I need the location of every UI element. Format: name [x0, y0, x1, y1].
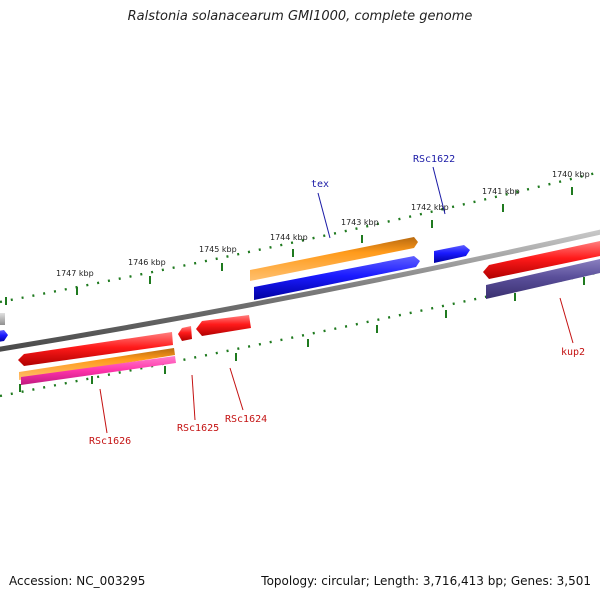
- gene-label-rsc1624[interactable]: RSc1624: [225, 414, 267, 425]
- accession-label: Accession:: [9, 574, 73, 588]
- kbp-label-1742: 1742 kbp: [411, 203, 449, 212]
- gene-tex-orange[interactable]: [250, 237, 418, 281]
- topology-value: circular: [321, 574, 366, 588]
- gene-label-rsc1622[interactable]: RSc1622: [413, 154, 455, 165]
- gene-red-right[interactable]: [483, 241, 600, 279]
- gene-label-rsc1626[interactable]: RSc1626: [89, 436, 131, 447]
- upper-major-ticks: [5, 187, 573, 305]
- leader-rsc1626: [99, 388, 108, 434]
- kbp-label-1741: 1741 kbp: [482, 187, 520, 196]
- map-title: Ralstonia solanacearum GMI1000, complete…: [127, 9, 473, 24]
- gene-left-gray-fragment[interactable]: [0, 313, 5, 325]
- kbp-label-1747: 1747 kbp: [56, 269, 94, 278]
- genes-label: Genes:: [510, 574, 553, 588]
- kbp-label-1746: 1746 kbp: [128, 258, 166, 267]
- leader-tex: [317, 192, 331, 239]
- gene-left-blue-fragment[interactable]: [0, 330, 8, 342]
- leader-rsc1625: [191, 374, 196, 421]
- leader-rsc1622: [432, 166, 446, 215]
- leader-rsc1624: [229, 367, 244, 411]
- genes-value: 3,501: [556, 574, 591, 588]
- gene-rsc1624-red[interactable]: [196, 315, 251, 336]
- kbp-label-1743: 1743 kbp: [341, 218, 379, 227]
- genome-backbone: [0, 229, 600, 352]
- gene-rsc1622-blue[interactable]: [434, 245, 470, 263]
- gene-label-kup2[interactable]: kup2: [561, 347, 585, 358]
- gene-label-rsc1625[interactable]: RSc1625: [177, 423, 219, 434]
- accession-info: Accession: NC_003295: [9, 574, 145, 588]
- leader-kup2: [559, 297, 574, 344]
- gene-magenta-reverse[interactable]: [21, 356, 176, 385]
- kbp-label-1744: 1744 kbp: [270, 233, 308, 242]
- kbp-label-1740: 1740 kbp: [552, 170, 590, 179]
- gene-rsc1625-red[interactable]: [178, 326, 192, 341]
- length-value: 3,716,413 bp: [422, 574, 503, 588]
- gene-blue-forward-long[interactable]: [254, 256, 420, 300]
- kbp-label-1745: 1745 kbp: [199, 245, 237, 254]
- accession-value: NC_003295: [76, 574, 146, 588]
- topology-label: Topology:: [261, 574, 318, 588]
- genome-summary: Topology: circular; Length: 3,716,413 bp…: [261, 574, 591, 588]
- gene-rsc1626-red[interactable]: [18, 332, 173, 366]
- lower-major-ticks: [19, 277, 585, 392]
- gene-kup2-purple[interactable]: [486, 259, 600, 299]
- gene-label-tex[interactable]: tex: [311, 179, 329, 190]
- length-label: Length:: [373, 574, 420, 588]
